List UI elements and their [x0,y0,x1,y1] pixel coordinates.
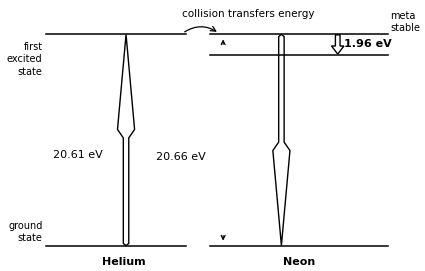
Polygon shape [332,35,344,54]
Text: ground
state: ground state [8,221,42,243]
Text: 1.96 eV: 1.96 eV [343,40,391,50]
Polygon shape [273,34,290,246]
Text: collision transfers energy: collision transfers energy [182,9,314,19]
Text: Neon: Neon [283,257,315,267]
Polygon shape [117,34,135,246]
Text: first
excited
state: first excited state [7,42,42,77]
Text: meta
stable: meta stable [390,11,420,33]
Text: 20.66 eV: 20.66 eV [156,152,206,162]
Text: Helium: Helium [102,257,146,267]
Text: 20.61 eV: 20.61 eV [53,150,103,160]
